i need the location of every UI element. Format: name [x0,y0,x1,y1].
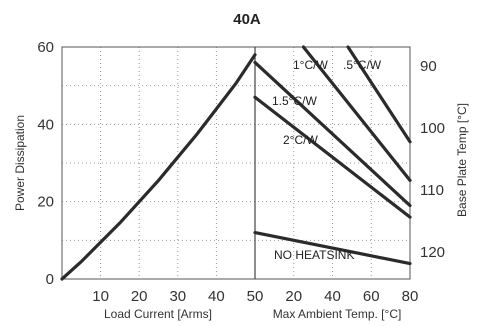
x-tick-label: 60 [363,288,380,305]
x-tick-label: 20 [131,288,148,305]
curve-label-2-c-w: 2°C/W [283,133,318,147]
x-tick-label: 80 [402,288,419,305]
power-dissipation-curve [60,53,257,281]
y-tick-label-right: 110 [420,182,444,199]
y-axis-label-left: Power Dissipation [13,115,27,211]
curve-label-1-5-c-w: 1.5°C/W [272,94,317,108]
y-tick-label: 20 [37,194,54,211]
curve-label-no-heatsink: NO HEATSINK [274,248,354,262]
x-tick-label: 20 [285,288,302,305]
derating-line-2-c-w [253,95,412,219]
x-tick-label: 10 [92,288,109,305]
derating-line-1-5-c-w [253,60,412,208]
x-tick-label: 40 [324,288,341,305]
derating-line-no-heatsink [253,231,412,266]
plot-frame [61,46,411,280]
x-tick-label: 50 [247,288,264,305]
curve-labels: .5°C/W 1°C/W 1.5°C/W 2°C/W NO HEATSINK [272,58,382,262]
y-tick-label: 0 [46,271,54,288]
y-tick-label-right: 90 [420,58,437,75]
curves [60,45,412,281]
y-axis-label-right: Base Plate Temp [°C] [455,103,469,217]
y-tick-label: 40 [37,116,54,133]
x-tick-label: 30 [169,288,186,305]
y-tick-label-right: 100 [420,120,445,137]
y-tick-label: 60 [37,39,54,56]
x-axis-label-left: Load Current [Arms] [104,307,212,321]
curve-label-5-c-w: .5°C/W [343,58,382,72]
derating-line-5-c-w [346,45,412,144]
chart-title: 40A [233,11,261,28]
y-tick-label-right: 120 [420,244,445,261]
x-tick-label: 40 [208,288,225,305]
tick-labels: 10 20 30 40 50 20 40 60 80 0 20 40 60 90 100 110 120 [37,39,445,305]
grid-layer [62,47,410,279]
derating-line-1-c-w [301,45,412,182]
curve-label-1-c-w: 1°C/W [293,58,328,72]
x-axis-label-right: Max Ambient Temp. [°C] [273,307,402,321]
